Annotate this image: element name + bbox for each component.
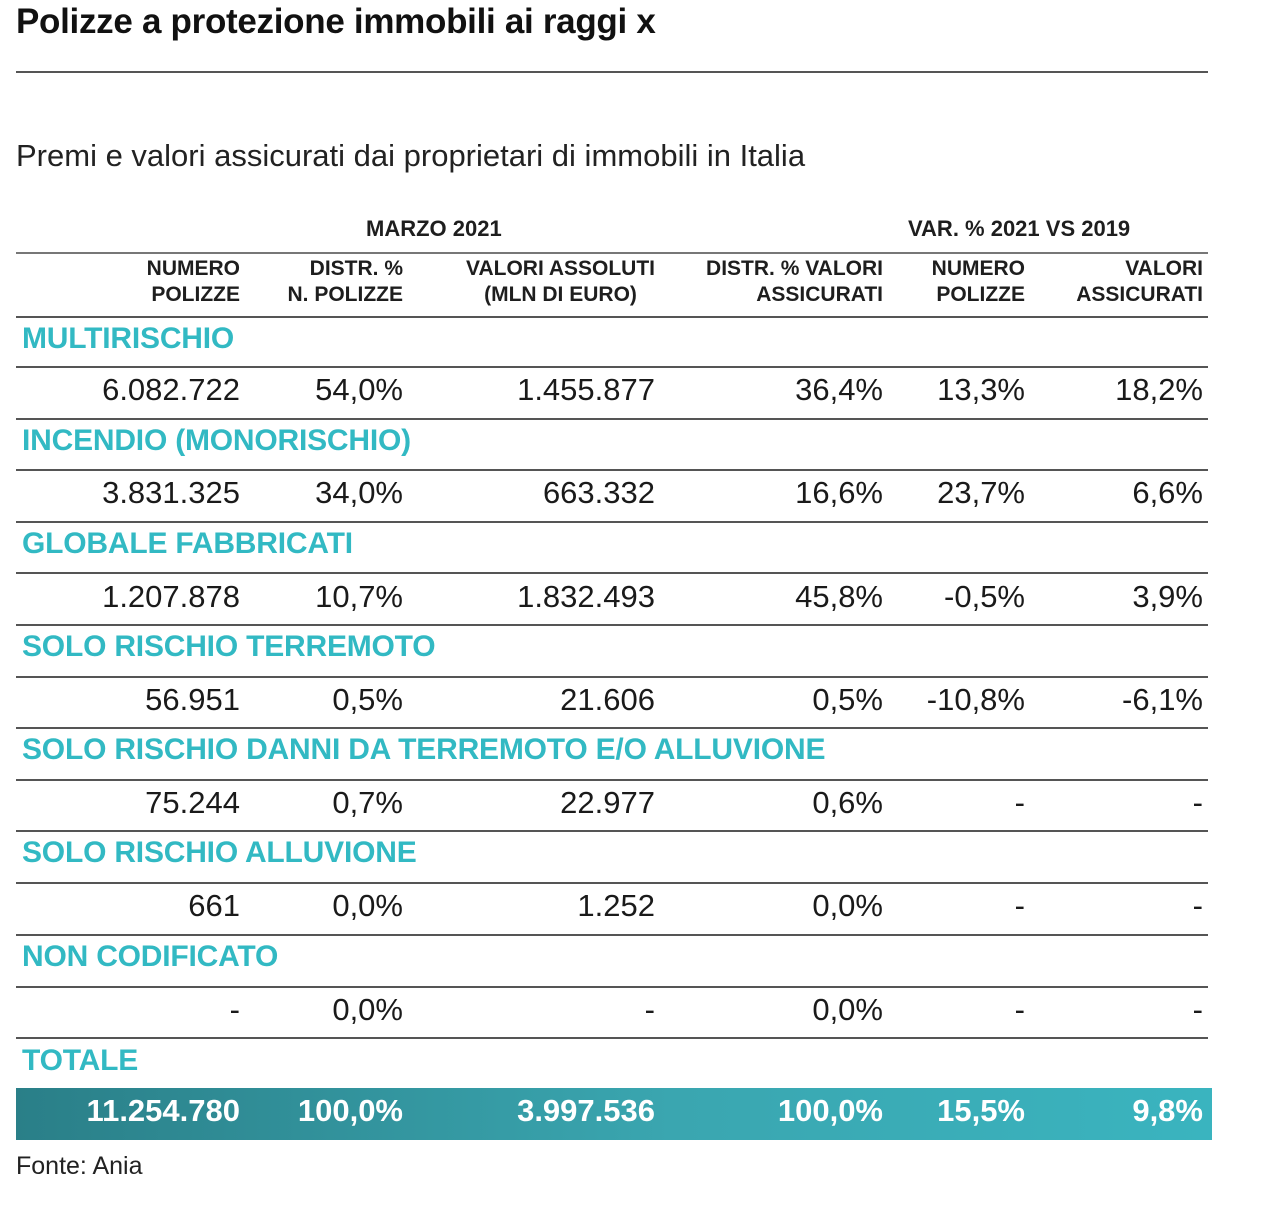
cell-var-numero: 23,7% (937, 475, 1025, 510)
row-divider (16, 1037, 1208, 1039)
col-header-valori-assoluti: VALORI ASSOLUTI (MLN DI EURO) (466, 256, 655, 308)
row-divider (16, 418, 1208, 420)
cell-distr-valori: 45,8% (795, 579, 883, 614)
header-divider (16, 316, 1208, 318)
cell-var-valori: 3,9% (1132, 579, 1203, 614)
cell-distr-polizze: 54,0% (315, 372, 403, 407)
cell-numero-polizze: - (229, 992, 240, 1027)
cell-distr-valori: 0,0% (812, 992, 883, 1027)
col-header-line: N. POLIZZE (287, 283, 404, 306)
cell-distr-valori: 0,6% (812, 785, 883, 820)
cell-numero-polizze: 661 (188, 888, 240, 923)
row-divider (16, 986, 1208, 988)
row-divider (16, 779, 1208, 781)
col-header-line: POLIZZE (936, 283, 1025, 306)
cell-numero-polizze: 1.207.878 (102, 579, 240, 614)
category-label: SOLO RISCHIO ALLUVIONE (22, 836, 417, 869)
row-divider (16, 572, 1208, 574)
col-header-line: DISTR. % (309, 257, 403, 280)
row-divider (16, 624, 1208, 626)
cell-distr-valori: 36,4% (795, 372, 883, 407)
cell-var-numero: - (1014, 785, 1025, 820)
row-divider (16, 521, 1208, 523)
category-label: SOLO RISCHIO DANNI DA TERREMOTO E/O ALLU… (22, 733, 826, 766)
cell-numero-polizze: 6.082.722 (102, 372, 240, 407)
cell-var-numero: - (1014, 992, 1025, 1027)
category-label: MULTIRISCHIO (22, 322, 235, 355)
cell-valori-assoluti: 22.977 (560, 785, 655, 820)
col-header-line: (MLN DI EURO) (484, 283, 637, 306)
row-divider (16, 469, 1208, 471)
col-header-line: ASSICURATI (1076, 283, 1203, 306)
col-header-line: NUMERO (146, 257, 240, 280)
row-divider (16, 676, 1208, 678)
cell-var-valori: 18,2% (1115, 372, 1203, 407)
cell-distr-polizze: 34,0% (315, 475, 403, 510)
cell-valori-assoluti: 1.832.493 (517, 579, 655, 614)
cell-var-valori: - (1192, 785, 1203, 820)
col-header-line: ASSICURATI (756, 283, 883, 306)
total-var-numero: 15,5% (937, 1093, 1025, 1128)
total-valori-assoluti: 3.997.536 (517, 1093, 655, 1128)
cell-distr-polizze: 10,7% (315, 579, 403, 614)
cell-var-valori: -6,1% (1122, 682, 1203, 717)
source-note: Fonte: Ania (16, 1152, 143, 1180)
col-header-line: NUMERO (931, 257, 1025, 280)
col-header-var-valori: VALORI ASSICURATI (1076, 256, 1203, 308)
page-title: Polizze a protezione immobili ai raggi x (16, 2, 656, 41)
cell-distr-valori: 0,0% (812, 888, 883, 923)
cell-distr-polizze: 0,0% (332, 992, 403, 1027)
cell-distr-polizze: 0,5% (332, 682, 403, 717)
cell-var-numero: - (1014, 888, 1025, 923)
group-header-divider (16, 252, 1208, 254)
col-header-line: POLIZZE (151, 283, 240, 306)
row-divider (16, 366, 1208, 368)
total-label: TOTALE (22, 1044, 139, 1077)
cell-var-valori: 6,6% (1132, 475, 1203, 510)
col-header-line: DISTR. % VALORI (706, 257, 883, 280)
cell-valori-assoluti: 21.606 (560, 682, 655, 717)
cell-valori-assoluti: 1.252 (577, 888, 655, 923)
cell-valori-assoluti: 1.455.877 (517, 372, 655, 407)
total-numero-polizze: 11.254.780 (86, 1093, 240, 1128)
row-divider (16, 727, 1208, 729)
group-header-var: VAR. % 2021 VS 2019 (908, 216, 1131, 241)
category-label: NON CODIFICATO (22, 940, 279, 973)
cell-var-valori: - (1192, 992, 1203, 1027)
subtitle: Premi e valori assicurati dai proprietar… (16, 138, 806, 173)
cell-var-numero: 13,3% (937, 372, 1025, 407)
cell-distr-valori: 0,5% (812, 682, 883, 717)
col-header-line: VALORI ASSOLUTI (466, 257, 655, 280)
total-distr-polizze: 100,0% (297, 1093, 403, 1128)
cell-numero-polizze: 75.244 (145, 785, 240, 820)
col-header-numero-polizze: NUMERO POLIZZE (147, 256, 240, 308)
category-label: GLOBALE FABBRICATI (22, 527, 353, 560)
cell-var-numero: -10,8% (926, 682, 1025, 717)
cell-valori-assoluti: - (644, 992, 655, 1027)
cell-var-numero: -0,5% (944, 579, 1025, 614)
col-header-var-numero-polizze: NUMERO POLIZZE (932, 256, 1025, 308)
cell-numero-polizze: 56.951 (145, 682, 240, 717)
row-divider (16, 830, 1208, 832)
cell-distr-valori: 16,6% (795, 475, 883, 510)
col-header-distr-polizze: DISTR. % N. POLIZZE (288, 256, 404, 308)
total-var-valori: 9,8% (1132, 1093, 1203, 1128)
title-divider (16, 71, 1208, 73)
cell-numero-polizze: 3.831.325 (102, 475, 240, 510)
row-divider (16, 882, 1208, 884)
total-distr-valori: 100,0% (777, 1093, 883, 1128)
group-header-march: MARZO 2021 (366, 216, 502, 241)
category-label: INCENDIO (MONORISCHIO) (22, 424, 411, 457)
row-divider (16, 934, 1208, 936)
cell-valori-assoluti: 663.332 (542, 475, 655, 510)
cell-distr-polizze: 0,0% (332, 888, 403, 923)
col-header-line: VALORI (1125, 257, 1203, 280)
cell-var-valori: - (1192, 888, 1203, 923)
category-label: SOLO RISCHIO TERREMOTO (22, 630, 436, 663)
cell-distr-polizze: 0,7% (332, 785, 403, 820)
col-header-distr-valori: DISTR. % VALORI ASSICURATI (706, 256, 883, 308)
total-row-bar (16, 1088, 1212, 1140)
